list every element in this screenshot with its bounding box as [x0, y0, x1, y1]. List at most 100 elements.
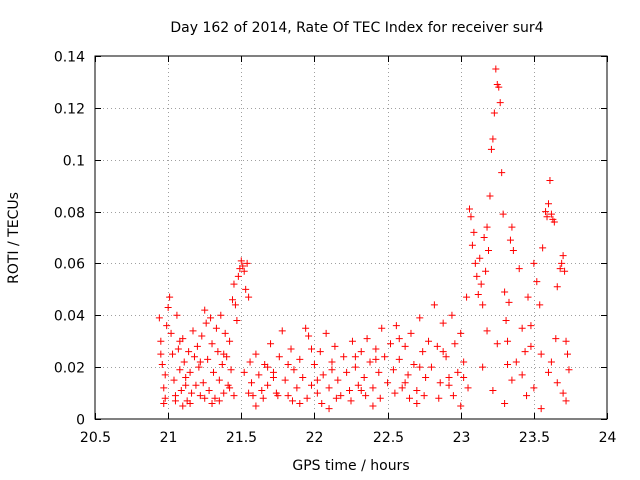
data-point	[562, 337, 570, 345]
data-point	[360, 374, 368, 382]
data-point	[161, 371, 169, 379]
data-point	[420, 392, 428, 400]
data-point	[227, 366, 235, 374]
data-point	[501, 288, 509, 296]
x-tick-label: 21.5	[226, 430, 257, 446]
data-point	[189, 327, 197, 335]
data-point	[170, 376, 178, 384]
data-point	[188, 389, 196, 397]
data-point	[543, 213, 551, 221]
data-point	[501, 399, 509, 407]
data-point	[199, 379, 207, 387]
data-point	[369, 402, 377, 410]
data-point	[542, 208, 550, 216]
data-point	[212, 324, 220, 332]
data-point	[439, 348, 447, 356]
data-point	[470, 228, 478, 236]
data-point	[487, 145, 495, 153]
data-point	[316, 348, 324, 356]
data-point	[413, 386, 421, 394]
data-point	[512, 358, 520, 366]
data-point	[425, 337, 433, 345]
data-point	[416, 363, 424, 371]
data-point	[375, 368, 383, 376]
data-point	[169, 350, 177, 358]
data-point	[186, 399, 194, 407]
data-point	[482, 267, 490, 275]
data-point	[561, 267, 569, 275]
data-point	[218, 361, 226, 369]
data-point	[476, 254, 484, 262]
data-point	[157, 350, 165, 358]
data-point	[193, 342, 201, 350]
data-point	[340, 353, 348, 361]
data-point	[284, 361, 292, 369]
data-point	[537, 350, 545, 358]
data-point	[325, 405, 333, 413]
y-tick-label: 0.04	[54, 309, 85, 325]
data-point	[477, 280, 485, 288]
data-point	[214, 348, 222, 356]
data-point	[293, 384, 301, 392]
data-point	[504, 337, 512, 345]
data-point	[220, 350, 228, 358]
data-point	[229, 296, 237, 304]
data-point	[157, 337, 165, 345]
data-point	[246, 358, 254, 366]
data-point	[158, 361, 166, 369]
data-point	[269, 374, 277, 382]
x-tick-label: 22.5	[373, 430, 404, 446]
data-point	[550, 218, 558, 226]
data-point	[274, 392, 282, 400]
data-point	[176, 366, 184, 374]
data-point	[463, 293, 471, 301]
data-point	[498, 169, 506, 177]
data-point	[457, 329, 465, 337]
data-point	[544, 200, 552, 208]
data-point	[407, 329, 415, 337]
data-point	[195, 363, 203, 371]
data-point	[281, 376, 289, 384]
data-point	[515, 265, 523, 273]
data-point	[259, 394, 267, 402]
data-point	[328, 366, 336, 374]
data-point	[240, 368, 248, 376]
data-point	[486, 192, 494, 200]
data-point	[384, 379, 392, 387]
data-point	[242, 285, 250, 293]
data-point	[177, 386, 185, 394]
y-tick-label: 0.08	[54, 206, 85, 222]
data-point	[416, 314, 424, 322]
data-point	[544, 368, 552, 376]
x-tick-label: 20.5	[80, 430, 111, 446]
data-point	[473, 272, 481, 280]
data-point	[362, 392, 370, 400]
plot-frame	[94, 55, 608, 420]
data-point	[201, 306, 209, 314]
data-point	[299, 374, 307, 382]
data-point	[288, 397, 296, 405]
data-point	[186, 368, 194, 376]
data-point	[337, 392, 345, 400]
y-tick-label: 0.06	[54, 257, 85, 273]
data-point	[493, 340, 501, 348]
data-point	[278, 327, 286, 335]
data-point	[442, 353, 450, 361]
data-point	[564, 350, 572, 358]
data-point	[221, 329, 229, 337]
data-point	[334, 376, 342, 384]
data-point	[372, 355, 380, 363]
data-point	[547, 358, 555, 366]
data-point	[348, 337, 356, 345]
data-point	[381, 353, 389, 361]
data-point	[196, 358, 204, 366]
y-tick-label: 0.02	[54, 361, 85, 377]
data-point	[308, 345, 316, 353]
data-point	[539, 244, 547, 252]
data-point	[230, 392, 238, 400]
data-point	[406, 394, 414, 402]
data-point	[489, 386, 497, 394]
data-point	[215, 397, 223, 405]
data-point	[163, 322, 171, 330]
data-point	[230, 280, 238, 288]
